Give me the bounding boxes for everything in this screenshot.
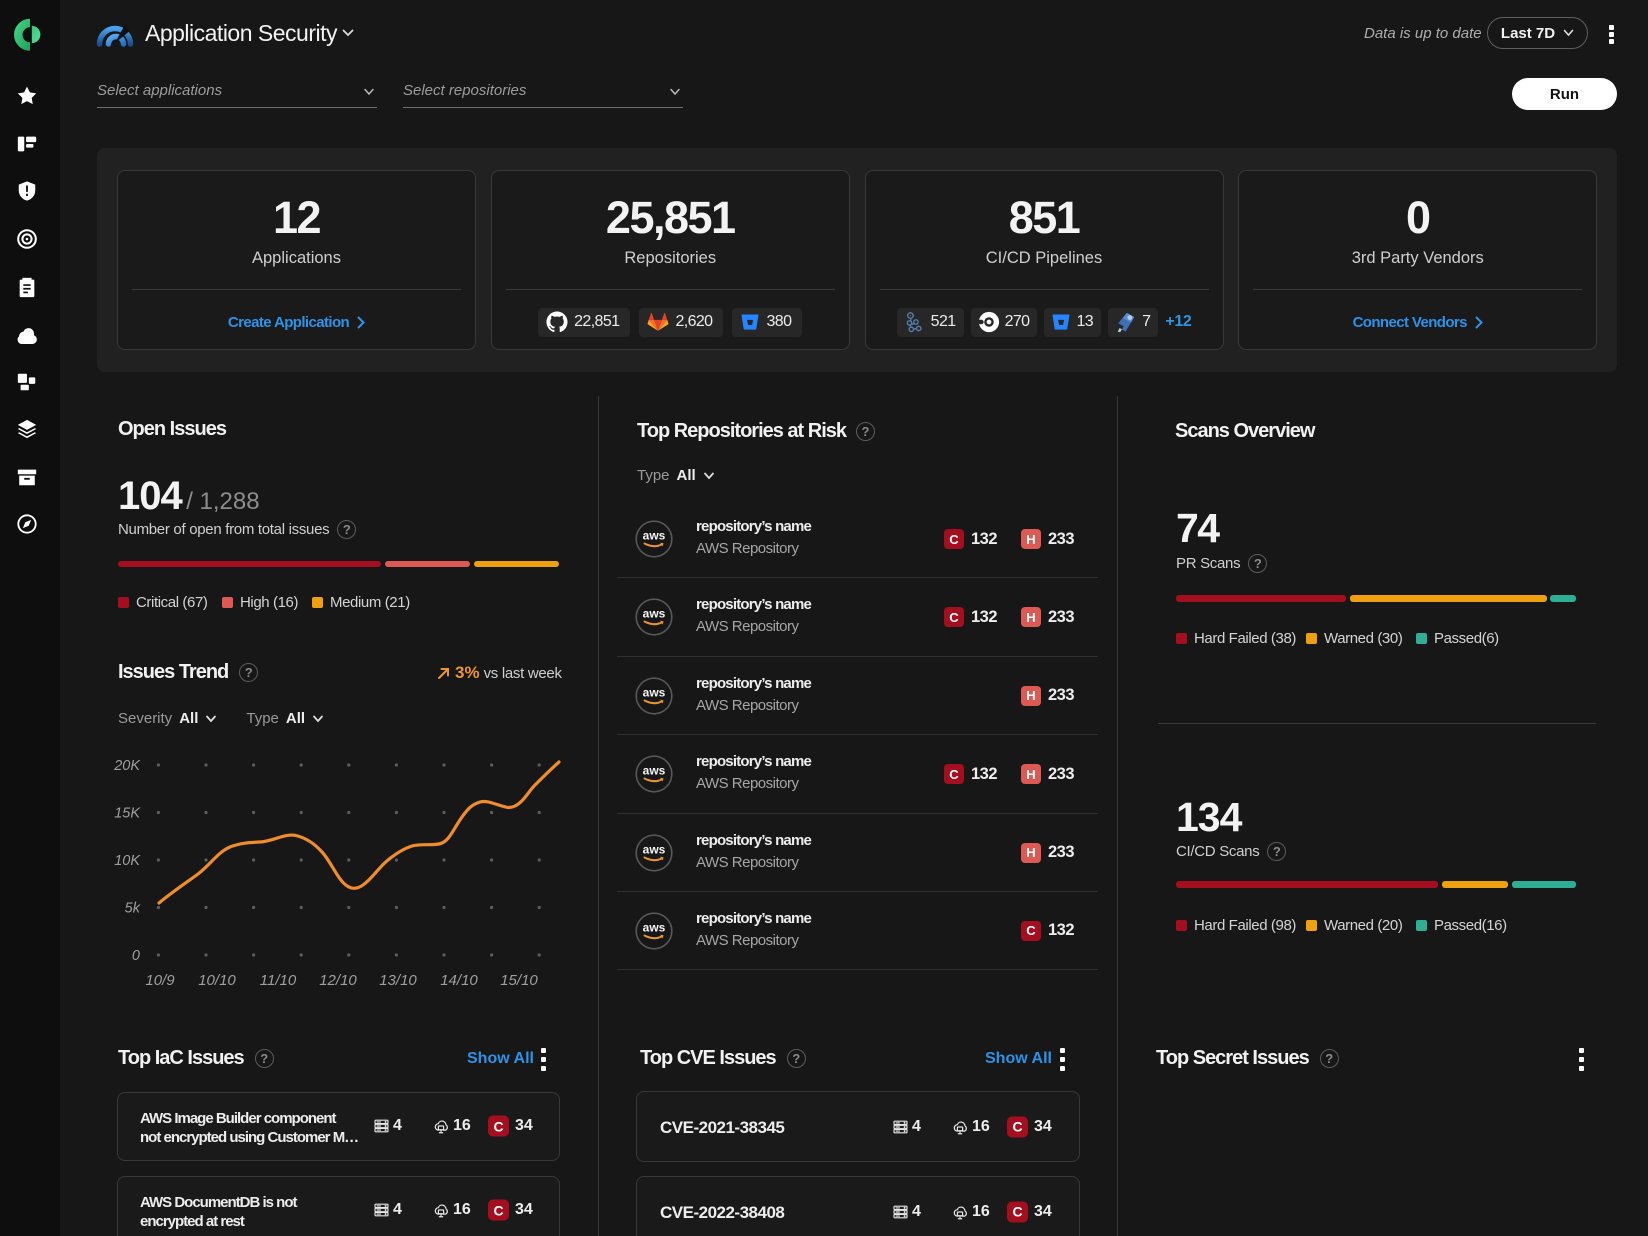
svg-text:15/10: 15/10 <box>500 972 538 989</box>
svg-text:10/10: 10/10 <box>198 972 236 989</box>
svg-text:10/9: 10/9 <box>145 972 175 989</box>
svg-text:aws: aws <box>643 920 666 934</box>
svg-text:11/10: 11/10 <box>260 972 297 989</box>
svg-text:5k: 5k <box>125 901 141 917</box>
svg-text:15K: 15K <box>114 806 141 822</box>
svg-text:aws: aws <box>643 685 666 699</box>
svg-text:14/10: 14/10 <box>440 972 478 989</box>
svg-text:12/10: 12/10 <box>319 972 357 989</box>
svg-text:aws: aws <box>643 842 666 856</box>
svg-text:10K: 10K <box>114 853 141 869</box>
svg-text:aws: aws <box>643 764 666 778</box>
svg-text:aws: aws <box>643 607 666 621</box>
svg-text:aws: aws <box>643 529 666 543</box>
svg-text:13/10: 13/10 <box>379 972 417 989</box>
svg-text:20K: 20K <box>113 758 141 774</box>
svg-text:0: 0 <box>132 948 140 964</box>
